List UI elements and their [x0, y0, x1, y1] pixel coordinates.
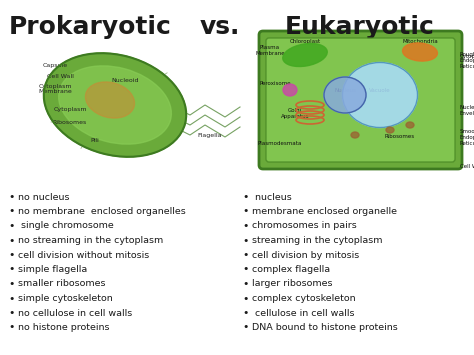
Text: Plasma
Membrane: Plasma Membrane	[255, 45, 285, 56]
Text: Cytoplasm
Membrane: Cytoplasm Membrane	[38, 83, 72, 94]
Text: streaming in the cytoplasm: streaming in the cytoplasm	[252, 236, 383, 245]
Text: complex cytoskeleton: complex cytoskeleton	[252, 294, 356, 303]
Text: simple cytoskeleton: simple cytoskeleton	[18, 294, 113, 303]
Ellipse shape	[85, 82, 135, 118]
Text: Prokaryotic: Prokaryotic	[9, 15, 172, 39]
Text: complex flagella: complex flagella	[252, 265, 330, 274]
FancyBboxPatch shape	[259, 31, 462, 169]
Text: Chloroplast: Chloroplast	[290, 39, 320, 44]
Ellipse shape	[283, 43, 327, 66]
Text: no membrane  enclosed organelles: no membrane enclosed organelles	[18, 207, 186, 216]
Text: Ribosomes: Ribosomes	[385, 134, 415, 139]
Text: Cytoplasm: Cytoplasm	[53, 108, 87, 113]
Text: Ribosomes: Ribosomes	[53, 120, 87, 126]
Text: Mitochondria: Mitochondria	[402, 39, 438, 44]
Ellipse shape	[406, 122, 414, 128]
Text: cellulose in cell walls: cellulose in cell walls	[252, 308, 355, 317]
Text: •: •	[242, 192, 248, 202]
Text: •: •	[242, 235, 248, 246]
Text: vs.: vs.	[200, 15, 240, 39]
Text: Peroxisome: Peroxisome	[259, 81, 291, 86]
Text: •: •	[8, 264, 14, 274]
Ellipse shape	[283, 84, 297, 96]
Text: •: •	[242, 250, 248, 260]
Text: Flagella: Flagella	[198, 132, 222, 137]
Text: smaller ribosomes: smaller ribosomes	[18, 279, 106, 289]
Text: Nucleoid: Nucleoid	[111, 77, 139, 82]
Text: •: •	[8, 235, 14, 246]
Ellipse shape	[402, 43, 438, 61]
Text: Eukaryotic: Eukaryotic	[285, 15, 435, 39]
Text: •: •	[8, 192, 14, 202]
Text: no cellulose in cell walls: no cellulose in cell walls	[18, 308, 132, 317]
Text: Cell Wall: Cell Wall	[460, 164, 474, 169]
Text: Rough
Endoplasmic
Reticulum: Rough Endoplasmic Reticulum	[460, 53, 474, 69]
Ellipse shape	[386, 127, 394, 133]
Text: membrane enclosed organelle: membrane enclosed organelle	[252, 207, 397, 216]
Text: Capsule: Capsule	[43, 62, 68, 67]
Text: no nucleus: no nucleus	[18, 192, 70, 202]
Text: simple flagella: simple flagella	[18, 265, 87, 274]
Text: •: •	[242, 294, 248, 304]
Text: •: •	[8, 279, 14, 289]
Text: •: •	[8, 308, 14, 318]
Text: chromosomes in pairs: chromosomes in pairs	[252, 222, 357, 230]
Text: single chromosome: single chromosome	[18, 222, 114, 230]
Text: Pili: Pili	[91, 137, 100, 142]
Text: no histone proteins: no histone proteins	[18, 323, 109, 332]
Text: •: •	[242, 264, 248, 274]
Text: •: •	[8, 221, 14, 231]
Text: •: •	[8, 322, 14, 333]
Ellipse shape	[59, 66, 172, 144]
Ellipse shape	[324, 77, 366, 113]
Text: nucleus: nucleus	[252, 192, 292, 202]
Text: Smooth
Endoplasmic
Reticulum: Smooth Endoplasmic Reticulum	[460, 130, 474, 146]
Ellipse shape	[351, 132, 359, 138]
Text: Vacuole: Vacuole	[369, 88, 391, 93]
Text: Plasmodesmata: Plasmodesmata	[258, 141, 302, 146]
Text: •: •	[242, 322, 248, 333]
Text: cell division without mitosis: cell division without mitosis	[18, 251, 149, 260]
Text: Golgi
Apparatus: Golgi Apparatus	[281, 108, 309, 119]
Text: •: •	[242, 221, 248, 231]
Text: cell division by mitosis: cell division by mitosis	[252, 251, 359, 260]
Text: •: •	[8, 207, 14, 217]
Text: no streaming in the cytoplasm: no streaming in the cytoplasm	[18, 236, 163, 245]
Text: Nucleus: Nucleus	[334, 88, 356, 93]
Text: •: •	[242, 308, 248, 318]
Text: •: •	[242, 207, 248, 217]
Text: Cytoplasm: Cytoplasm	[460, 54, 474, 59]
Ellipse shape	[343, 62, 418, 127]
Text: larger ribosomes: larger ribosomes	[252, 279, 332, 289]
Ellipse shape	[44, 53, 186, 157]
Text: •: •	[8, 250, 14, 260]
Text: •: •	[242, 279, 248, 289]
Text: •: •	[8, 294, 14, 304]
FancyBboxPatch shape	[266, 38, 455, 162]
Text: DNA bound to histone proteins: DNA bound to histone proteins	[252, 323, 398, 332]
Text: Cell Wall: Cell Wall	[46, 75, 73, 80]
Text: Nuclear
Envelope: Nuclear Envelope	[460, 105, 474, 116]
